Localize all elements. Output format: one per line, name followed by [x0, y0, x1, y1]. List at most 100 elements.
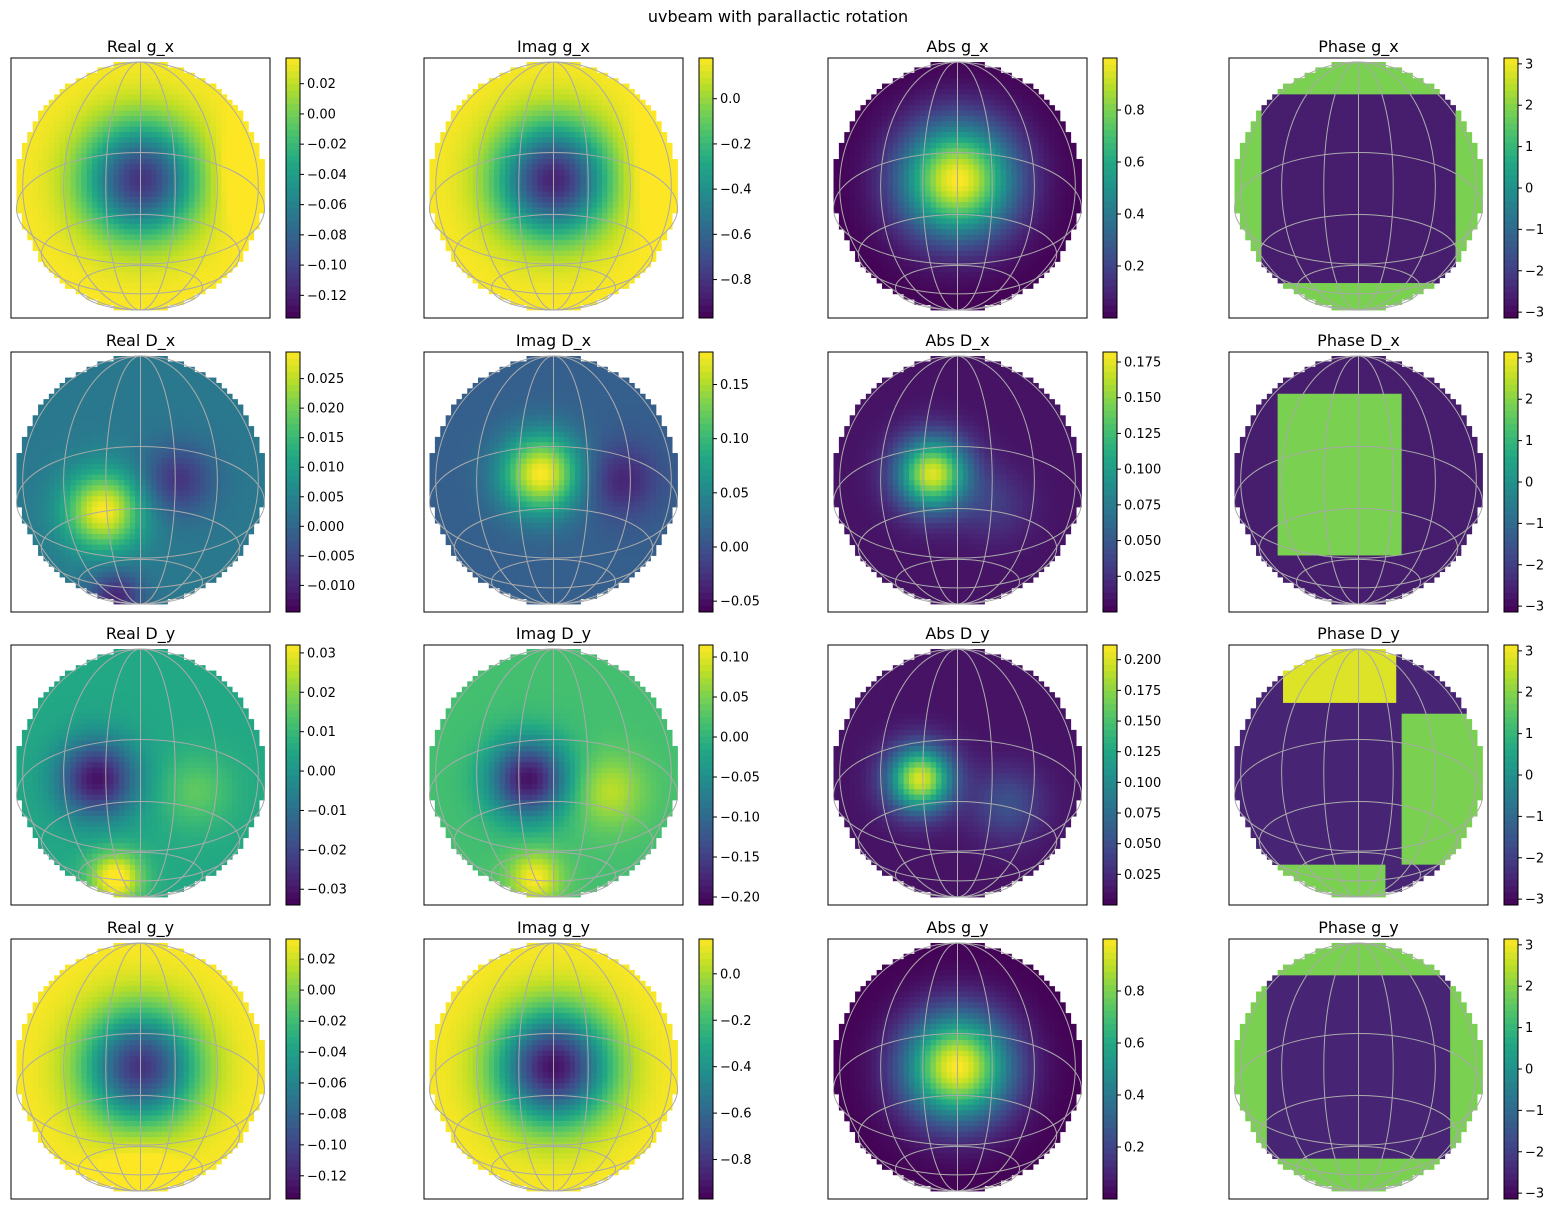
colorbar-tick-label: 0 [1525, 476, 1533, 491]
subplot-title: Real D_x [106, 331, 175, 351]
colorbar-tick-label: −0.15 [720, 851, 760, 866]
colorbar-tick-label: 0.075 [1124, 807, 1161, 822]
colorbar-tick-label: 0.0 [720, 967, 741, 982]
colorbar-tick-label: 1 [1525, 140, 1533, 155]
colorbar-tick-label: −0.12 [307, 289, 347, 304]
colorbar: 0.0−0.2−0.4−0.6−0.8 [699, 939, 752, 1200]
colorbar-tick-label: −0.10 [307, 259, 347, 274]
subplot-title: Phase g_y [1318, 918, 1398, 938]
colorbar: 0.030.020.010.00−0.01−0.02−0.03 [286, 645, 347, 906]
subplot-title: Abs g_x [926, 37, 988, 57]
colorbar-tick-label: −0.02 [307, 1015, 347, 1030]
colorbar-tick-label: 0.025 [1124, 868, 1161, 883]
colorbar-tick-label: 3 [1525, 351, 1533, 366]
colorbar-tick-label: 0.6 [1124, 1037, 1145, 1052]
colorbar-tick-label: 0.2 [1124, 1141, 1145, 1156]
colorbar-tick-label: 0.175 [1124, 356, 1161, 371]
colorbar-tick-label: 0.15 [720, 378, 749, 393]
colorbar-tick-label: 0.175 [1124, 684, 1161, 699]
colorbar-tick-label: −0.06 [307, 1076, 347, 1091]
colorbar-tick-label: 0.10 [720, 432, 749, 447]
colorbar-tick-label: 0.00 [307, 984, 336, 999]
colorbar-tick-label: 1 [1525, 727, 1533, 742]
colorbar-tick-label: 0.010 [307, 461, 344, 476]
colorbar: 0.020.00−0.02−0.04−0.06−0.08−0.10−0.12 [286, 939, 347, 1200]
colorbar-tick-label: −0.010 [307, 579, 355, 594]
colorbar-tick-label: 1 [1525, 434, 1533, 449]
colorbar-tick-label: 3 [1525, 938, 1533, 953]
colorbar-tick-label: −0.05 [720, 595, 760, 610]
colorbar-tick-label: 0.005 [307, 490, 344, 505]
colorbar-tick-label: 0.02 [307, 953, 336, 968]
colorbar-tick-label: 0.020 [307, 402, 344, 417]
colorbar-tick-label: 2 [1525, 393, 1533, 408]
subplot-title: Real g_y [107, 918, 174, 938]
colorbar: 0.15 0.10 0.05 0.00 −0.05 [699, 352, 760, 613]
colorbar-tick-label: −3 [1525, 600, 1544, 615]
colorbar-tick-label: −3 [1525, 1187, 1544, 1202]
colorbar-tick-label: −1 [1525, 223, 1544, 238]
subplot-title: Real g_x [107, 37, 174, 57]
colorbar-tick-label: −1 [1525, 1104, 1544, 1119]
colorbar-tick-label: 0 [1525, 769, 1533, 784]
subplot-title: Imag g_x [517, 37, 590, 57]
subplot-imag-g-y: Imag g_y0.0−0.2−0.4−0.6−0.8 [424, 918, 752, 1200]
subplot-title: Abs D_y [925, 624, 989, 644]
colorbar-tick-label: 0.200 [1124, 653, 1161, 668]
colorbar-tick-label: −0.12 [307, 1169, 347, 1184]
colorbar-tick-label: −0.8 [720, 273, 752, 288]
colorbar: 0.020.00−0.02−0.04−0.06−0.08−0.10−0.12 [286, 58, 347, 319]
colorbar-tick-label: 2 [1525, 686, 1533, 701]
colorbar-tick-label: 0.4 [1124, 1089, 1145, 1104]
colorbar-tick-label: 0 [1525, 1063, 1533, 1078]
subplot-title: Imag D_x [516, 331, 591, 351]
colorbar-tick-label: −0.4 [720, 183, 752, 198]
colorbar-tick-label: 0.00 [720, 541, 749, 556]
colorbar-tick-label: 3 [1525, 644, 1533, 659]
colorbar-tick-label: 0.100 [1124, 463, 1161, 478]
colorbar-tick-label: 0.03 [307, 646, 336, 661]
colorbar-tick-label: −0.6 [720, 228, 752, 243]
colorbar-tick-label: −2 [1525, 264, 1544, 279]
colorbar: 0.80.60.40.2 [1103, 58, 1145, 319]
colorbar: 0.0250.0200.0150.0100.0050.000−0.005−0.0… [286, 352, 355, 613]
colorbar-tick-label: 0.125 [1124, 427, 1161, 442]
colorbar-tick-label: −0.10 [307, 1138, 347, 1153]
colorbar-tick-label: 0.02 [307, 77, 336, 92]
colorbar-tick-label: 0.100 [1124, 776, 1161, 791]
subplot-imag-d-y: Imag D_y0.100.050.00−0.05−0.10−0.15−0.20 [424, 624, 760, 906]
subplot-title: Abs D_x [925, 331, 989, 351]
colorbar-tick-label: −0.4 [720, 1060, 752, 1075]
colorbar-tick-label: −1 [1525, 810, 1544, 825]
colorbar-tick-label: 0.05 [720, 691, 749, 706]
colorbar: 0.0−0.2−0.4−0.6−0.8 [699, 58, 752, 319]
colorbar-tick-label: −0.10 [720, 811, 760, 826]
colorbar-tick-label: 2 [1525, 99, 1533, 114]
colorbar-tick-label: 0.025 [307, 372, 344, 387]
colorbar-tick-label: 0.150 [1124, 715, 1161, 730]
colorbar-tick-label: −3 [1525, 893, 1544, 908]
colorbar-tick-label: 0.025 [1124, 570, 1161, 585]
colorbar-tick-label: 0.050 [1124, 534, 1161, 549]
subplot-title: Phase g_x [1318, 37, 1398, 57]
colorbar-tick-label: 1 [1525, 1021, 1533, 1036]
colorbar-tick-label: 0.05 [720, 486, 749, 501]
colorbar-tick-label: 0.2 [1124, 260, 1145, 275]
colorbar-tick-label: −0.2 [720, 1014, 752, 1029]
colorbar-tick-label: 0.015 [307, 431, 344, 446]
colorbar-tick-label: −0.02 [307, 138, 347, 153]
colorbar-tick-label: −3 [1525, 306, 1544, 321]
colorbar-tick-label: 0.8 [1124, 985, 1145, 1000]
subplot-imag-d-x: Imag D_x 0.15 0.10 0.05 0.00 −0.05 [424, 331, 760, 613]
subplot-real-d-y: Real D_y0.030.020.010.00−0.01−0.02−0.03 [11, 624, 347, 906]
colorbar-tick-label: 0.125 [1124, 745, 1161, 760]
colorbar-tick-label: 0.4 [1124, 208, 1145, 223]
